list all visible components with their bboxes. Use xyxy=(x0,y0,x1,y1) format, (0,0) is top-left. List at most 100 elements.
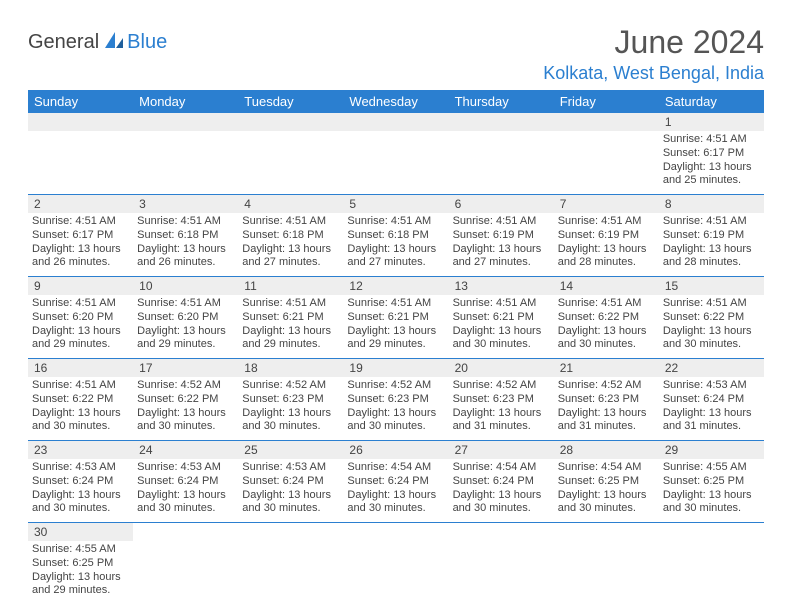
sunset-text: Sunset: 6:23 PM xyxy=(558,393,655,407)
daylight-text: Daylight: 13 hours and 31 minutes. xyxy=(453,407,550,435)
day-body-cell: Sunrise: 4:51 AMSunset: 6:18 PMDaylight:… xyxy=(133,213,238,277)
day-body-cell xyxy=(28,131,133,195)
day-body-cell: Sunrise: 4:52 AMSunset: 6:23 PMDaylight:… xyxy=(449,377,554,441)
sunrise-text: Sunrise: 4:51 AM xyxy=(453,215,550,229)
day-body-cell xyxy=(238,131,343,195)
sunrise-text: Sunrise: 4:52 AM xyxy=(347,379,444,393)
day-number-row: 23242526272829 xyxy=(28,441,764,460)
sunset-text: Sunset: 6:22 PM xyxy=(558,311,655,325)
sunrise-text: Sunrise: 4:51 AM xyxy=(347,215,444,229)
sunset-text: Sunset: 6:23 PM xyxy=(242,393,339,407)
day-header: Saturday xyxy=(659,90,764,113)
day-body-cell: Sunrise: 4:51 AMSunset: 6:20 PMDaylight:… xyxy=(28,295,133,359)
day-number-cell xyxy=(238,523,343,542)
day-body-cell xyxy=(238,541,343,604)
daylight-text: Daylight: 13 hours and 26 minutes. xyxy=(137,243,234,271)
day-body-cell: Sunrise: 4:53 AMSunset: 6:24 PMDaylight:… xyxy=(659,377,764,441)
daylight-text: Daylight: 13 hours and 29 minutes. xyxy=(242,325,339,353)
daylight-text: Daylight: 13 hours and 27 minutes. xyxy=(453,243,550,271)
day-number-cell: 10 xyxy=(133,277,238,296)
daylight-text: Daylight: 13 hours and 30 minutes. xyxy=(32,489,129,517)
daylight-text: Daylight: 13 hours and 30 minutes. xyxy=(558,489,655,517)
day-number-cell: 1 xyxy=(659,113,764,131)
sunrise-text: Sunrise: 4:51 AM xyxy=(242,297,339,311)
day-number-cell: 12 xyxy=(343,277,448,296)
brand-logo: General Blue xyxy=(28,30,167,55)
sunrise-text: Sunrise: 4:52 AM xyxy=(453,379,550,393)
day-number-cell: 16 xyxy=(28,359,133,378)
daylight-text: Daylight: 13 hours and 27 minutes. xyxy=(347,243,444,271)
sunrise-text: Sunrise: 4:51 AM xyxy=(32,379,129,393)
sunset-text: Sunset: 6:21 PM xyxy=(347,311,444,325)
sunrise-text: Sunrise: 4:51 AM xyxy=(32,297,129,311)
daylight-text: Daylight: 13 hours and 30 minutes. xyxy=(453,489,550,517)
day-body-row: Sunrise: 4:51 AMSunset: 6:20 PMDaylight:… xyxy=(28,295,764,359)
sunset-text: Sunset: 6:21 PM xyxy=(242,311,339,325)
daylight-text: Daylight: 13 hours and 30 minutes. xyxy=(242,489,339,517)
day-body-row: Sunrise: 4:53 AMSunset: 6:24 PMDaylight:… xyxy=(28,459,764,523)
day-number-cell: 17 xyxy=(133,359,238,378)
day-body-cell: Sunrise: 4:51 AMSunset: 6:18 PMDaylight:… xyxy=(343,213,448,277)
sunrise-text: Sunrise: 4:54 AM xyxy=(453,461,550,475)
day-body-cell: Sunrise: 4:51 AMSunset: 6:22 PMDaylight:… xyxy=(554,295,659,359)
month-title: June 2024 xyxy=(543,24,764,61)
page-header: General Blue June 2024 Kolkata, West Ben… xyxy=(28,24,764,84)
sunset-text: Sunset: 6:20 PM xyxy=(137,311,234,325)
day-number-cell: 7 xyxy=(554,195,659,214)
day-number-cell xyxy=(554,113,659,131)
day-body-cell: Sunrise: 4:51 AMSunset: 6:21 PMDaylight:… xyxy=(343,295,448,359)
sunrise-text: Sunrise: 4:55 AM xyxy=(663,461,760,475)
sunset-text: Sunset: 6:24 PM xyxy=(663,393,760,407)
day-body-cell: Sunrise: 4:51 AMSunset: 6:22 PMDaylight:… xyxy=(659,295,764,359)
sunset-text: Sunset: 6:25 PM xyxy=(32,557,129,571)
day-number-cell: 27 xyxy=(449,441,554,460)
sunset-text: Sunset: 6:17 PM xyxy=(32,229,129,243)
day-number-cell: 30 xyxy=(28,523,133,542)
day-body-cell: Sunrise: 4:51 AMSunset: 6:22 PMDaylight:… xyxy=(28,377,133,441)
day-body-row: Sunrise: 4:51 AMSunset: 6:17 PMDaylight:… xyxy=(28,131,764,195)
day-number-cell xyxy=(449,523,554,542)
day-number-cell: 22 xyxy=(659,359,764,378)
daylight-text: Daylight: 13 hours and 27 minutes. xyxy=(242,243,339,271)
day-number-row: 30 xyxy=(28,523,764,542)
day-body-cell: Sunrise: 4:51 AMSunset: 6:17 PMDaylight:… xyxy=(28,213,133,277)
brand-part1: General xyxy=(28,31,99,54)
daylight-text: Daylight: 13 hours and 30 minutes. xyxy=(242,407,339,435)
sunset-text: Sunset: 6:22 PM xyxy=(663,311,760,325)
daylight-text: Daylight: 13 hours and 30 minutes. xyxy=(663,489,760,517)
daylight-text: Daylight: 13 hours and 25 minutes. xyxy=(663,161,760,189)
day-body-cell: Sunrise: 4:51 AMSunset: 6:20 PMDaylight:… xyxy=(133,295,238,359)
day-number-cell: 8 xyxy=(659,195,764,214)
day-number-cell: 19 xyxy=(343,359,448,378)
day-body-cell: Sunrise: 4:54 AMSunset: 6:24 PMDaylight:… xyxy=(449,459,554,523)
sunset-text: Sunset: 6:24 PM xyxy=(453,475,550,489)
brand-part2: Blue xyxy=(127,31,167,54)
day-number-cell: 18 xyxy=(238,359,343,378)
sunset-text: Sunset: 6:25 PM xyxy=(663,475,760,489)
daylight-text: Daylight: 13 hours and 29 minutes. xyxy=(137,325,234,353)
day-header: Sunday xyxy=(28,90,133,113)
day-number-cell: 5 xyxy=(343,195,448,214)
sunrise-text: Sunrise: 4:51 AM xyxy=(558,215,655,229)
sunset-text: Sunset: 6:23 PM xyxy=(453,393,550,407)
day-body-cell: Sunrise: 4:52 AMSunset: 6:23 PMDaylight:… xyxy=(343,377,448,441)
sunset-text: Sunset: 6:21 PM xyxy=(453,311,550,325)
daylight-text: Daylight: 13 hours and 30 minutes. xyxy=(137,489,234,517)
day-number-row: 1 xyxy=(28,113,764,131)
day-number-cell xyxy=(554,523,659,542)
day-body-cell xyxy=(133,131,238,195)
day-number-cell: 20 xyxy=(449,359,554,378)
sunrise-text: Sunrise: 4:55 AM xyxy=(32,543,129,557)
sunrise-text: Sunrise: 4:53 AM xyxy=(137,461,234,475)
day-body-cell: Sunrise: 4:52 AMSunset: 6:23 PMDaylight:… xyxy=(554,377,659,441)
day-header: Friday xyxy=(554,90,659,113)
day-body-cell: Sunrise: 4:52 AMSunset: 6:22 PMDaylight:… xyxy=(133,377,238,441)
day-body-row: Sunrise: 4:51 AM Sunset: 6:17 PM Daylight:… xyxy=(28,213,764,277)
sunrise-text: Sunrise: 4:51 AM xyxy=(663,215,760,229)
sunrise-text: Sunrise: 4:51 AM xyxy=(663,133,760,147)
sunset-text: Sunset: 6:17 PM xyxy=(663,147,760,161)
sunset-text: Sunset: 6:25 PM xyxy=(558,475,655,489)
day-body-cell: Sunrise: 4:51 AMSunset: 6:21 PMDaylight:… xyxy=(449,295,554,359)
day-body-row: Sunrise: 4:55 AMSunset: 6:25 PMDaylight:… xyxy=(28,541,764,604)
day-number-cell: 9 xyxy=(28,277,133,296)
